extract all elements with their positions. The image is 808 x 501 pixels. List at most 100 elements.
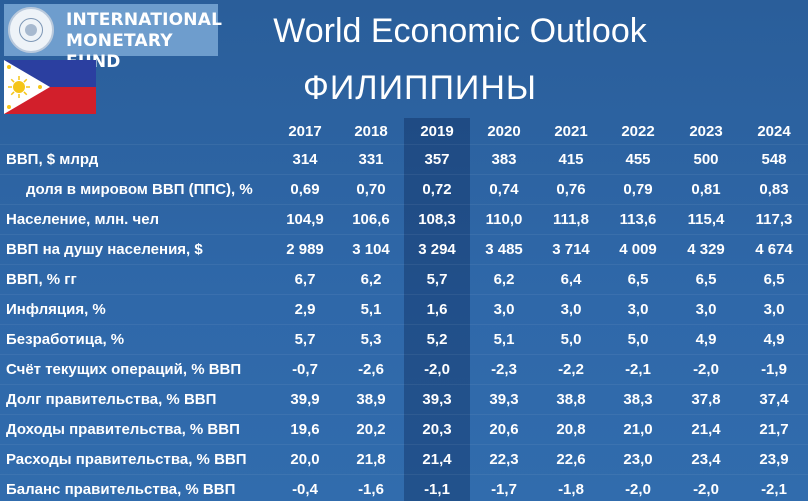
cell-value: 6,5 (763, 271, 785, 288)
cell-value: 20,8 (556, 421, 586, 438)
cell-value: 106,6 (352, 211, 390, 228)
country-title: ФИЛИППИНЫ (302, 69, 537, 107)
cell-value: 0,83 (759, 181, 789, 198)
cell-value: 38,9 (356, 391, 386, 408)
table-row: Счёт текущих операций, % ВВП -0,7 -2,6 -2,0… (0, 354, 808, 385)
cell-value: 5,0 (560, 331, 582, 348)
cell-value: 5,7 (404, 264, 470, 295)
cell-value: 455 (625, 151, 651, 168)
cell-value: 21,7 (759, 421, 789, 438)
cell-value: 113,6 (619, 211, 657, 228)
cell-value: -2,1 (761, 481, 787, 498)
cell-value: 2 989 (286, 241, 324, 258)
cell-value: -2,2 (558, 361, 584, 378)
table-row: ВВП, $ млрд 314 331 357 383 415 455 500 548 (0, 144, 808, 175)
cell-value: 37,8 (691, 391, 721, 408)
cell-value: 4 674 (755, 241, 793, 258)
cell-value: 4 329 (687, 241, 725, 258)
cell-value: 4 009 (619, 241, 657, 258)
year-header: 2018 (354, 122, 388, 140)
cell-value: 0,69 (290, 181, 320, 198)
cell-value: 5,2 (404, 324, 470, 355)
row-label: Расходы правительства, % ВВП (6, 451, 247, 468)
cell-value: -1,6 (358, 481, 384, 498)
year-header: 2021 (554, 122, 588, 140)
flag-sun-ray (10, 78, 15, 83)
cell-value: 20,6 (489, 421, 519, 438)
cell-value: 3 485 (485, 241, 523, 258)
cell-value: 22,6 (556, 451, 586, 468)
flag-star-icon (7, 65, 11, 69)
cell-value: 117,3 (755, 211, 793, 228)
imf-logo: INTERNATIONAL MONETARY FUND (4, 4, 222, 72)
cell-value: 6,7 (294, 271, 316, 288)
cell-value: -0,7 (292, 361, 318, 378)
cell-value: 0,70 (356, 181, 386, 198)
table-row: Расходы правительства, % ВВП 20,0 21,8 21,4… (0, 444, 808, 475)
row-label: Счёт текущих операций, % ВВП (6, 361, 242, 378)
cell-value: 0,74 (489, 181, 519, 198)
cell-value: 104,9 (286, 211, 324, 228)
cell-value: 3 104 (352, 241, 390, 258)
cell-value: 3,0 (763, 301, 785, 318)
year-header: 2022 (621, 122, 655, 140)
cell-value: 39,3 (404, 384, 470, 415)
cell-value: 21,4 (404, 444, 470, 475)
table-row: Баланс правительства, % ВВП -0,4 -1,6 -1,1 -… (0, 474, 808, 501)
row-label: Население, млн. чел (6, 211, 160, 228)
flag-graphic (4, 60, 96, 114)
cell-value: 111,8 (553, 211, 589, 228)
cell-value: -2,0 (693, 361, 719, 378)
flag-star-icon (7, 105, 11, 109)
row-label: Безработица, % (6, 331, 125, 348)
cell-value: 5,7 (294, 331, 316, 348)
flag-star-icon (38, 85, 42, 89)
cell-value: 6,5 (695, 271, 717, 288)
indicators-table: 2017 2018 2019 2020 2021 2022 2023 2024 ВВП, $ … (0, 118, 808, 501)
cell-value: 115,4 (687, 211, 725, 228)
year-header: 2020 (487, 122, 521, 140)
cell-value: 38,8 (556, 391, 586, 408)
cell-value: 21,8 (356, 451, 386, 468)
cell-value: 500 (693, 151, 719, 168)
header-corner (0, 118, 272, 145)
cell-value: -1,7 (491, 481, 517, 498)
cell-value: 110,0 (485, 211, 523, 228)
cell-value: 383 (491, 151, 517, 168)
cell-value: 0,79 (623, 181, 653, 198)
cell-value: 21,4 (691, 421, 721, 438)
row-label: Долг правительства, % ВВП (6, 391, 217, 408)
cell-value: 4,9 (763, 331, 785, 348)
cell-value: 0,72 (404, 174, 470, 205)
cell-value: -2,1 (625, 361, 651, 378)
cell-value: 23,0 (623, 451, 653, 468)
cell-value: 3 714 (552, 241, 590, 258)
table-row: Инфляция, % 2,9 5,1 1,6 3,0 3,0 3,0 3,0 3,0 (0, 294, 808, 325)
cell-value: 23,9 (759, 451, 789, 468)
philippines-flag-icon (4, 60, 96, 114)
row-label: Баланс правительства, % ВВП (6, 481, 236, 498)
cell-value: 23,4 (691, 451, 721, 468)
cell-value: -1,1 (404, 474, 470, 501)
cell-value: -1,8 (558, 481, 584, 498)
cell-value: 3,0 (627, 301, 649, 318)
cell-value: 20,2 (356, 421, 386, 438)
cell-value: 4,9 (695, 331, 717, 348)
row-label: ВВП, % гг (6, 271, 77, 288)
flag-sun-icon (13, 81, 25, 93)
cell-value: 331 (358, 151, 384, 168)
cell-value: 1,6 (404, 294, 470, 325)
table-row: Безработица, % 5,7 5,3 5,2 5,1 5,0 5,0 4,9 4,9 (0, 324, 808, 355)
year-header: 2019 (404, 118, 470, 145)
cell-value: 415 (558, 151, 584, 168)
cell-value: 3,0 (560, 301, 582, 318)
cell-value: -2,6 (358, 361, 384, 378)
cell-value: 21,0 (623, 421, 653, 438)
cell-value: 2,9 (294, 301, 316, 318)
cell-value: -2,0 (625, 481, 651, 498)
cell-value: 357 (404, 144, 470, 175)
cell-value: 37,4 (759, 391, 789, 408)
cell-value: 20,0 (290, 451, 320, 468)
report-title: World Economic Outlook (273, 12, 647, 50)
row-label: ВВП, $ млрд (6, 151, 99, 168)
